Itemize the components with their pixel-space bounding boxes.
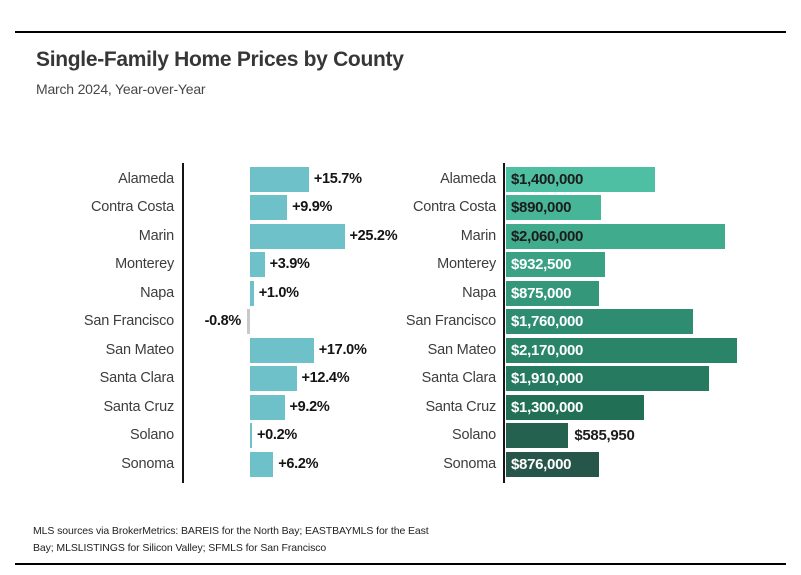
price-bar <box>506 394 645 420</box>
value-label: $875,000 <box>511 284 572 302</box>
yoy-bar <box>250 195 288 220</box>
value-label: $2,060,000 <box>511 227 584 245</box>
category-label: Sonoma <box>443 455 496 472</box>
category-label: Alameda <box>440 170 496 187</box>
value-label: +25.2% <box>349 227 398 244</box>
category-label: Santa Clara <box>421 370 497 386</box>
price-bar <box>506 280 600 306</box>
page-subtitle: March 2024, Year-over-Year <box>36 81 206 97</box>
category-label: Contra Costa <box>412 199 496 215</box>
price-bar <box>506 309 694 334</box>
yoy-bar <box>250 423 252 448</box>
category-label: Santa Cruz <box>425 398 496 415</box>
page-title: Single-Family Home Prices by County <box>36 48 404 71</box>
yoy-bar <box>250 451 274 477</box>
value-label: +17.0% <box>318 341 367 358</box>
price-bar <box>506 423 569 448</box>
value-label: $2,170,000 <box>511 341 584 359</box>
category-label: Monterey <box>437 256 496 272</box>
category-label: Alameda <box>118 170 174 187</box>
footer-line-2: Bay; MLSLISTINGS for Silicon Valley; SFM… <box>33 541 327 554</box>
value-label: $876,000 <box>511 455 572 473</box>
value-label: $1,400,000 <box>511 170 584 188</box>
value-label: +0.2% <box>257 427 298 443</box>
value-label: +15.7% <box>313 170 362 187</box>
category-label: Santa Cruz <box>103 398 174 415</box>
top-divider <box>15 31 786 33</box>
price-bar <box>506 166 655 192</box>
footer-line-1: MLS sources via BrokerMetrics: BAREIS fo… <box>33 525 429 537</box>
value-label: -0.8% <box>204 313 242 329</box>
value-label: $1,760,000 <box>511 313 584 330</box>
price-bar <box>506 252 606 277</box>
value-label: +9.2% <box>289 398 330 415</box>
yoy-bar <box>250 394 285 420</box>
category-label: San Francisco <box>405 313 496 329</box>
yoy-bar <box>250 366 297 391</box>
yoy-axis-line <box>182 163 184 483</box>
category-label: Contra Costa <box>90 199 174 215</box>
category-label: San Mateo <box>427 341 497 358</box>
category-label: Sonoma <box>121 455 174 472</box>
footer-source-note: MLS sources via BrokerMetrics: BAREIS fo… <box>33 523 429 556</box>
yoy-bar <box>250 166 309 192</box>
value-label: $1,910,000 <box>511 370 584 387</box>
value-label: +6.2% <box>278 455 319 472</box>
price-axis-line <box>503 163 505 483</box>
category-label: Marin <box>138 227 174 244</box>
category-label: San Mateo <box>105 341 175 358</box>
value-label: +1.0% <box>258 284 299 301</box>
price-bar <box>506 223 726 249</box>
price-bar <box>506 451 600 477</box>
value-label: $585,950 <box>574 427 635 444</box>
category-label: Napa <box>140 284 174 301</box>
yoy-bar <box>247 309 250 334</box>
value-label: +12.4% <box>301 370 350 386</box>
yoy-bar <box>250 223 345 249</box>
value-label: $932,500 <box>511 256 572 273</box>
bottom-divider <box>15 563 786 565</box>
price-bar <box>506 366 710 391</box>
value-label: +3.9% <box>269 256 310 272</box>
category-label: Marin <box>460 227 496 244</box>
category-label: Solano <box>130 427 174 443</box>
value-label: $1,300,000 <box>511 398 584 416</box>
yoy-bar <box>250 252 265 277</box>
yoy-bar <box>250 337 314 363</box>
price-bar <box>506 195 601 220</box>
category-label: San Francisco <box>83 313 174 329</box>
price-bar <box>506 337 737 363</box>
value-label: +9.9% <box>292 199 333 215</box>
category-label: Monterey <box>115 256 174 272</box>
category-label: Solano <box>452 427 496 443</box>
category-label: Santa Clara <box>99 370 175 386</box>
category-label: Napa <box>462 284 496 301</box>
yoy-bar <box>250 280 254 306</box>
value-label: $890,000 <box>511 199 572 216</box>
